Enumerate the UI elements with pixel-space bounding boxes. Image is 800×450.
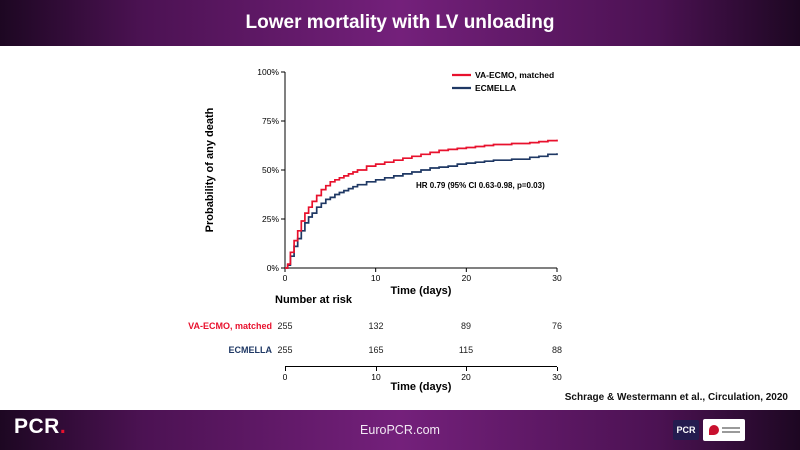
europcr-logo-text: PCR (14, 415, 60, 438)
y-tick-label: 25% (262, 214, 279, 224)
risk-axis-tick-label: 0 (282, 372, 288, 382)
europcr-logo: PCR. (14, 415, 66, 439)
series-line-va-ecmo-matched (285, 139, 558, 269)
risk-cell: 76 (551, 321, 563, 331)
logo-dot: . (59, 415, 67, 438)
partner-logo-icon (708, 425, 719, 435)
risk-axis-tick (285, 367, 286, 371)
hr-annotation: HR 0.79 (95% CI 0.63-0.98, p=0.03) (416, 181, 545, 190)
footer-banner (0, 410, 800, 450)
risk-axis-tick-label: 30 (552, 372, 562, 382)
number-at-risk-header: Number at risk (275, 294, 353, 306)
footer-site-text: EuroPCR.com (360, 423, 440, 437)
y-tick-label: 0% (267, 263, 280, 273)
x-tick-label: 20 (462, 273, 472, 283)
risk-axis-line (285, 366, 557, 367)
x-tick-label: 10 (371, 273, 381, 283)
citation: Schrage & Westermann et al., Circulation… (564, 392, 788, 403)
kaplan-meier-chart: 0 10 20 30 0% 25% 50% 75% 100% VA-ECMO, matched EC… (257, 67, 562, 283)
risk-cell: 88 (551, 345, 563, 355)
x-tick-label: 30 (552, 273, 562, 283)
risk-cell: 89 (460, 321, 472, 331)
legend-label: ECMELLA (475, 83, 516, 93)
risk-cell: 115 (458, 345, 474, 355)
x-axis-label: Time (days) (390, 285, 452, 297)
risk-axis-tick (376, 367, 377, 371)
series-line-ecmella (285, 153, 558, 269)
risk-axis-tick-label: 20 (461, 372, 471, 382)
partner-logo (703, 419, 745, 441)
y-tick-label: 100% (257, 67, 279, 77)
risk-cell: 255 (277, 345, 293, 355)
partner-logo-textlines (721, 427, 740, 433)
risk-axis-tick (557, 367, 558, 371)
risk-row-label-va-ecmo: VA-ECMO, matched (188, 321, 272, 331)
y-tick-label: 50% (262, 165, 279, 175)
risk-axis-tick-label: 10 (371, 372, 381, 382)
y-axis-label: Probability of any death (204, 107, 216, 233)
header-banner (0, 0, 800, 46)
risk-cell: 132 (368, 321, 384, 331)
risk-x-axis-label: Time (days) (390, 381, 452, 393)
risk-axis-tick (466, 367, 467, 371)
pcr-logo: PCR (673, 420, 699, 440)
risk-cell: 165 (368, 345, 384, 355)
x-tick-label: 0 (283, 273, 288, 283)
risk-row-label-ecmella: ECMELLA (228, 345, 273, 355)
legend-label: VA-ECMO, matched (475, 70, 554, 80)
risk-cell: 255 (277, 321, 293, 331)
slide-title: Lower mortality with LV unloading (245, 12, 555, 33)
y-tick-label: 75% (262, 116, 279, 126)
